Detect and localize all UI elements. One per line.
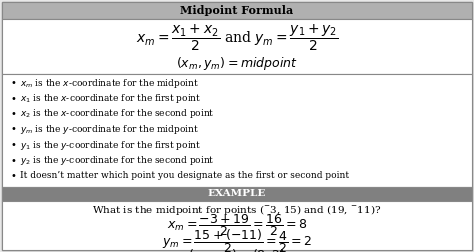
FancyBboxPatch shape [2,201,472,250]
Text: $y_1$ is the $y$-coordinate for the first point: $y_1$ is the $y$-coordinate for the firs… [20,139,201,151]
Text: $y_m$ is the $y$-coordinate for the midpoint: $y_m$ is the $y$-coordinate for the midp… [20,123,199,136]
Text: $(x_m, y_m) = (8, 2)$: $(x_m, y_m) = (8, 2)$ [189,246,285,252]
FancyBboxPatch shape [2,19,472,74]
Text: It doesn’t matter which point you designate as the first or second point: It doesn’t matter which point you design… [20,172,349,180]
Text: What is the midpoint for points ($^{-}$3, 15) and (19, $^{-}$11)?: What is the midpoint for points ($^{-}$3… [92,203,382,217]
Text: $x_m$ is the $x$-coordinate for the midpoint: $x_m$ is the $x$-coordinate for the midp… [20,77,199,89]
Text: •: • [10,155,16,166]
FancyBboxPatch shape [2,2,472,250]
Text: •: • [10,109,16,119]
Text: Midpoint Formula: Midpoint Formula [181,5,293,16]
FancyBboxPatch shape [2,74,472,187]
FancyBboxPatch shape [2,2,472,19]
Text: $y_2$ is the $y$-coordinate for the second point: $y_2$ is the $y$-coordinate for the seco… [20,154,215,167]
Text: •: • [10,171,16,181]
Text: $(x_m, y_m) = \mathit{midpoint}$: $(x_m, y_m) = \mathit{midpoint}$ [176,54,298,72]
Text: $x_2$ is the $x$-coordinate for the second point: $x_2$ is the $x$-coordinate for the seco… [20,108,215,120]
Text: •: • [10,93,16,104]
Text: $x_m = \dfrac{x_1 + x_2}{2}$ and $y_m = \dfrac{y_1 + y_2}{2}$: $x_m = \dfrac{x_1 + x_2}{2}$ and $y_m = … [136,23,338,53]
Text: •: • [10,140,16,150]
Text: EXAMPLE: EXAMPLE [208,190,266,199]
Text: $x_m = \dfrac{-3 + 19}{2} = \dfrac{16}{2} = 8$: $x_m = \dfrac{-3 + 19}{2} = \dfrac{16}{2… [167,212,307,238]
Text: $y_m = \dfrac{15 + (-11)}{2} = \dfrac{4}{2} = 2$: $y_m = \dfrac{15 + (-11)}{2} = \dfrac{4}… [162,227,312,252]
Text: $x_1$ is the $x$-coordinate for the first point: $x_1$ is the $x$-coordinate for the firs… [20,92,201,105]
FancyBboxPatch shape [2,187,472,201]
Text: •: • [10,124,16,135]
Text: •: • [10,78,16,88]
